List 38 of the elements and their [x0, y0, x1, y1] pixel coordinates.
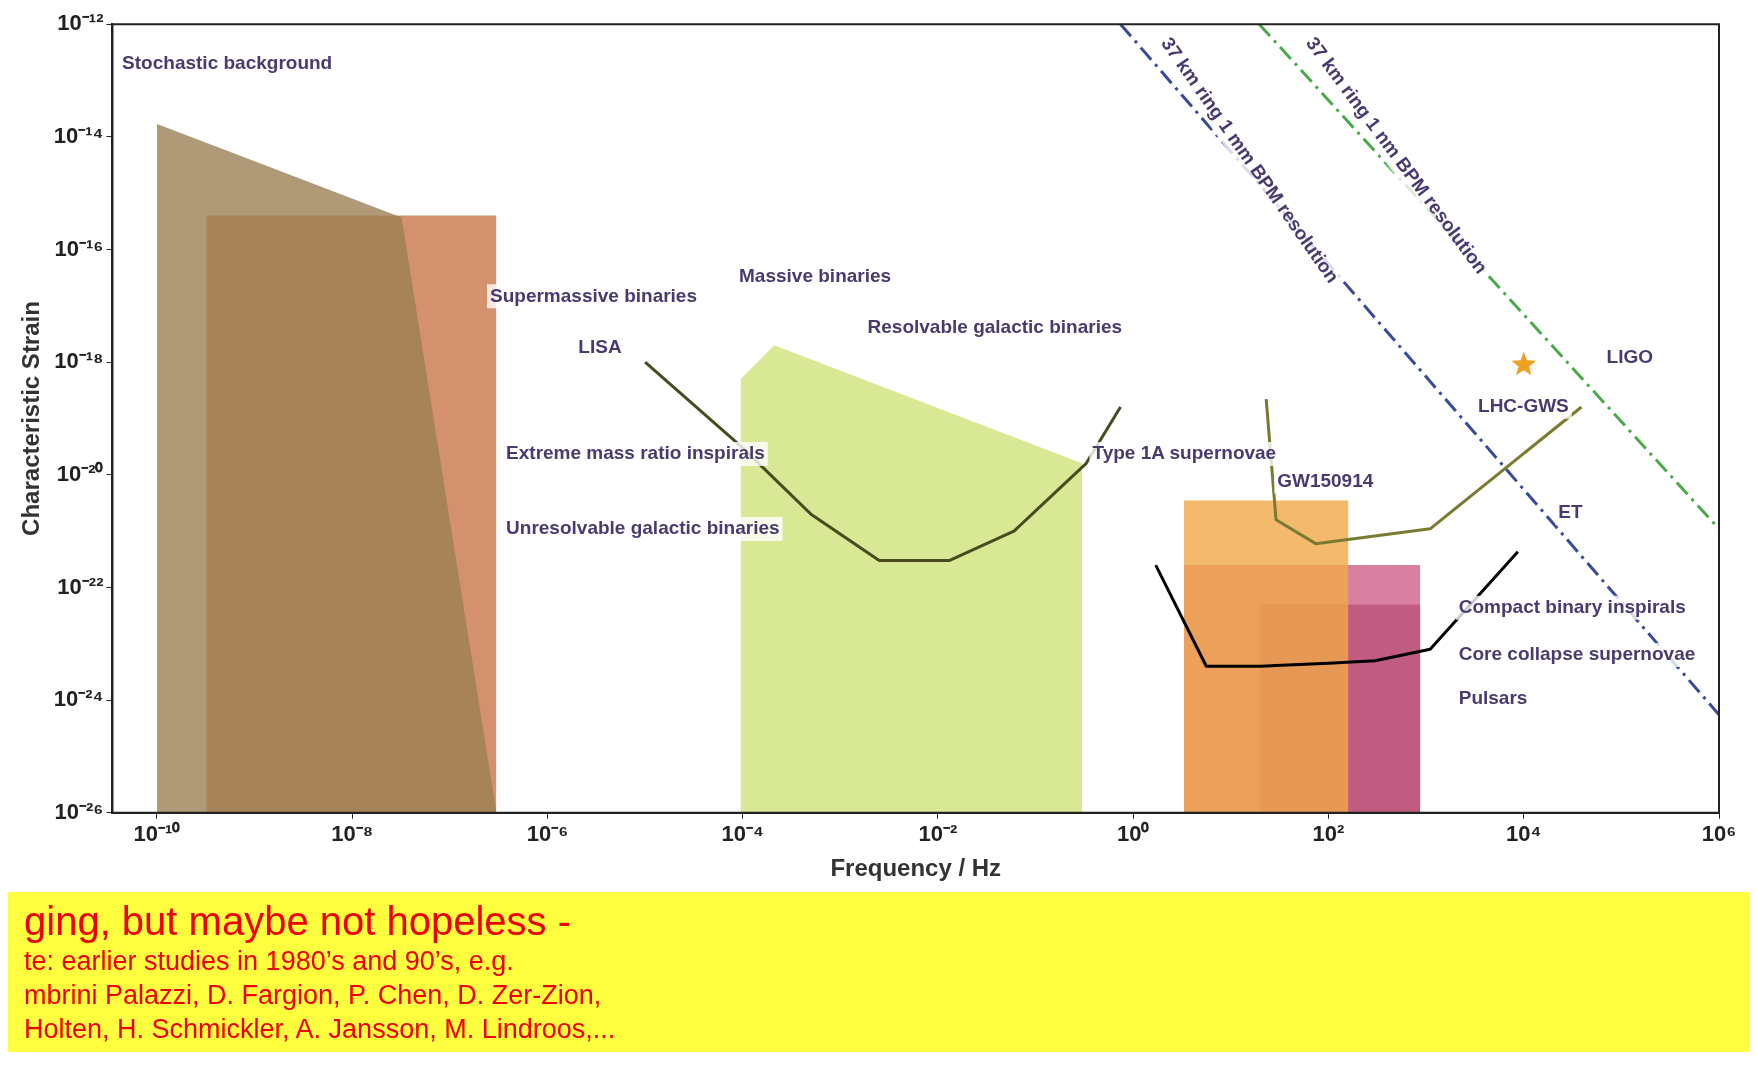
x-tick-label: 10⁻¹⁰ [133, 821, 181, 847]
annotation: Compact binary inspirals [1458, 596, 1686, 617]
annotation: Resolvable galactic binaries [867, 316, 1123, 338]
annotation: Type 1A supernovae [1092, 442, 1277, 464]
annotation: LHC-GWS [1478, 394, 1569, 416]
x-tick-label: 10⁻⁸ [331, 821, 374, 847]
text: ging, but maybe not hopeless - [24, 898, 572, 944]
annotation: ET [1558, 501, 1584, 523]
x-tick-label: 10² [1312, 821, 1345, 847]
annotation: Massive binaries [739, 264, 892, 286]
y-tick-label: 10⁻¹⁴ [53, 122, 104, 148]
annotation: Unresolvable galactic binaries [506, 517, 780, 539]
annotation: Stochastic background [122, 51, 333, 73]
x-tick-label: 10⁶ [1701, 821, 1737, 847]
text: te: earlier studies in 1980’s and 90’s, e.g. [24, 945, 515, 978]
y-tick-label: 10⁻¹⁸ [54, 348, 104, 374]
annotation: GW150914 [1277, 469, 1374, 491]
y-tick-label: 10⁻²⁰ [56, 460, 104, 486]
y-tick-label: 10⁻²² [57, 573, 104, 599]
y-tick-label: 10⁻²⁴ [53, 686, 104, 712]
annotation: Pulsars [1458, 686, 1528, 708]
text: Holten, H. Schmickler, A. Jansson, M. Lindroos,... [24, 1013, 617, 1046]
annotation: Supermassive binaries [490, 284, 698, 306]
text: mbrini Palazzi, D. Fargion, P. Chen, D. Zer-Zion, [24, 979, 603, 1012]
annotation: Core collapse supernovae [1458, 643, 1696, 665]
annotation: LISA [578, 335, 622, 357]
x-tick-label: 10⁻⁴ [721, 821, 764, 847]
y-tick-label: 10⁻²⁶ [54, 798, 104, 824]
x-axis-title: Frequency / Hz [830, 854, 1002, 882]
x-tick-label: 10⁰ [1117, 821, 1150, 847]
annotation: LIGO [1606, 346, 1653, 368]
x-tick-label: 10⁻⁶ [526, 821, 569, 847]
annotation: Extreme mass ratio inspirals [506, 442, 765, 464]
y-tick-label: 10⁻¹⁶ [54, 235, 104, 261]
x-tick-label: 10⁻² [918, 821, 958, 847]
y-axis-title: Characteristic Strain [17, 301, 45, 536]
x-tick-label: 10⁴ [1506, 821, 1542, 847]
y-tick-label: 10⁻¹² [57, 10, 104, 36]
